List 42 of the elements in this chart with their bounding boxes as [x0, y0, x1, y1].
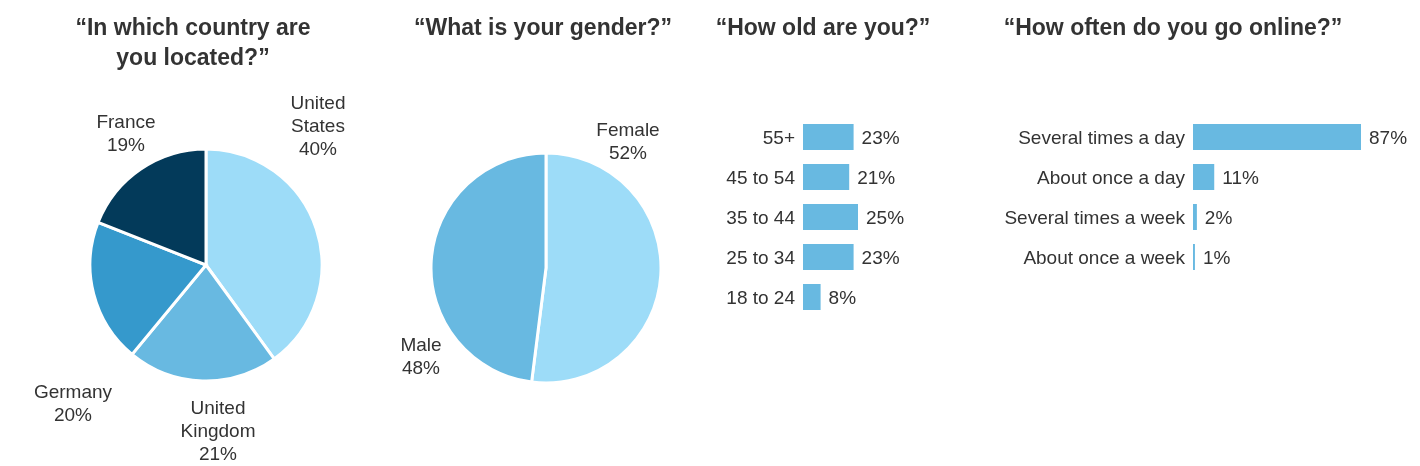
bar: [1193, 204, 1197, 230]
data-label: 11%: [1222, 166, 1259, 188]
chart-title: “How often do you go online?”: [1002, 13, 1344, 42]
y-tick-label: About once a week: [1023, 246, 1186, 268]
bar: [803, 124, 854, 150]
slice-label: France: [96, 110, 156, 131]
slice-label: Male: [400, 333, 442, 354]
data-label: 1%: [1202, 246, 1231, 268]
data-label: 40%: [298, 137, 338, 159]
bar: [1193, 164, 1215, 190]
slice-label: Female: [596, 118, 660, 139]
slice-label: United States: [290, 91, 346, 136]
data-label: 21%: [857, 166, 896, 188]
data-label: 2%: [1204, 206, 1233, 228]
y-tick-label: 55+: [762, 126, 795, 148]
bar: [803, 204, 858, 230]
y-tick-label: 45 to 54: [726, 166, 796, 188]
slice-label: United Kingdom: [180, 396, 256, 441]
chart-title: “What is your gender?”: [412, 13, 674, 42]
data-label: 21%: [198, 442, 238, 464]
data-label: 25%: [866, 206, 905, 228]
slice-label: Germany: [33, 380, 113, 401]
data-label: 87%: [1369, 126, 1408, 148]
bar: [803, 284, 821, 310]
chart-title: “How old are you?”: [714, 13, 932, 42]
bar: [1193, 124, 1361, 150]
data-label: 23%: [861, 246, 900, 268]
data-label: 52%: [608, 141, 648, 162]
y-tick-label: 25 to 34: [726, 246, 796, 268]
data-label: 48%: [401, 356, 441, 377]
y-tick-label: 35 to 44: [726, 206, 796, 228]
data-label: 23%: [861, 126, 900, 148]
chart-title: “In which country are you located?”: [74, 13, 312, 72]
y-tick-label: 18 to 24: [726, 286, 796, 308]
data-label: 19%: [106, 133, 146, 154]
y-tick-label: Several times a day: [1018, 126, 1186, 148]
bar: [803, 244, 854, 270]
data-label: 8%: [828, 286, 857, 308]
bar: [803, 164, 850, 190]
y-tick-label: About once a day: [1037, 166, 1186, 188]
y-tick-label: Several times a week: [1004, 206, 1186, 228]
data-label: 20%: [53, 403, 93, 424]
